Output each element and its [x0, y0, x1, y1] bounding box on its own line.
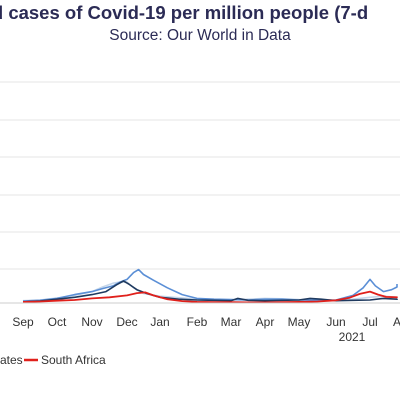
series-line-south-africa	[22, 290, 398, 304]
x-tick-label: Dec	[116, 315, 137, 329]
x-tick-label: A	[393, 315, 400, 329]
x-tick-label: Jan	[150, 315, 169, 329]
x-tick-label: Apr	[256, 315, 275, 329]
legend-label-cut: ates	[0, 353, 23, 367]
x-tick-label: Sep	[12, 315, 34, 329]
legend: ates South Africa	[0, 353, 106, 367]
chart-subtitle: Source: Our World in Data	[109, 27, 291, 44]
x-tick-label: Feb	[187, 315, 208, 329]
x-tick-label: Oct	[48, 315, 67, 329]
x-axis-ticks: Sep Oct Nov Dec Jan Feb Mar Apr May Jun Jul A	[12, 315, 400, 329]
series-line-1	[22, 268, 398, 302]
x-tick-label: Jul	[362, 315, 377, 329]
legend-label-south-africa: South Africa	[41, 353, 106, 367]
series-line-2	[22, 280, 398, 303]
series-layer	[22, 268, 398, 304]
x-tick-label: Nov	[81, 315, 102, 329]
x-tick-label: May	[288, 315, 311, 329]
x-tick-label: Jun	[326, 315, 345, 329]
x-year-label: 2021	[339, 330, 366, 344]
chart-title: d cases of Covid-19 per million people (…	[0, 2, 369, 23]
x-tick-label: Mar	[221, 315, 242, 329]
gridlines	[0, 81, 400, 270]
